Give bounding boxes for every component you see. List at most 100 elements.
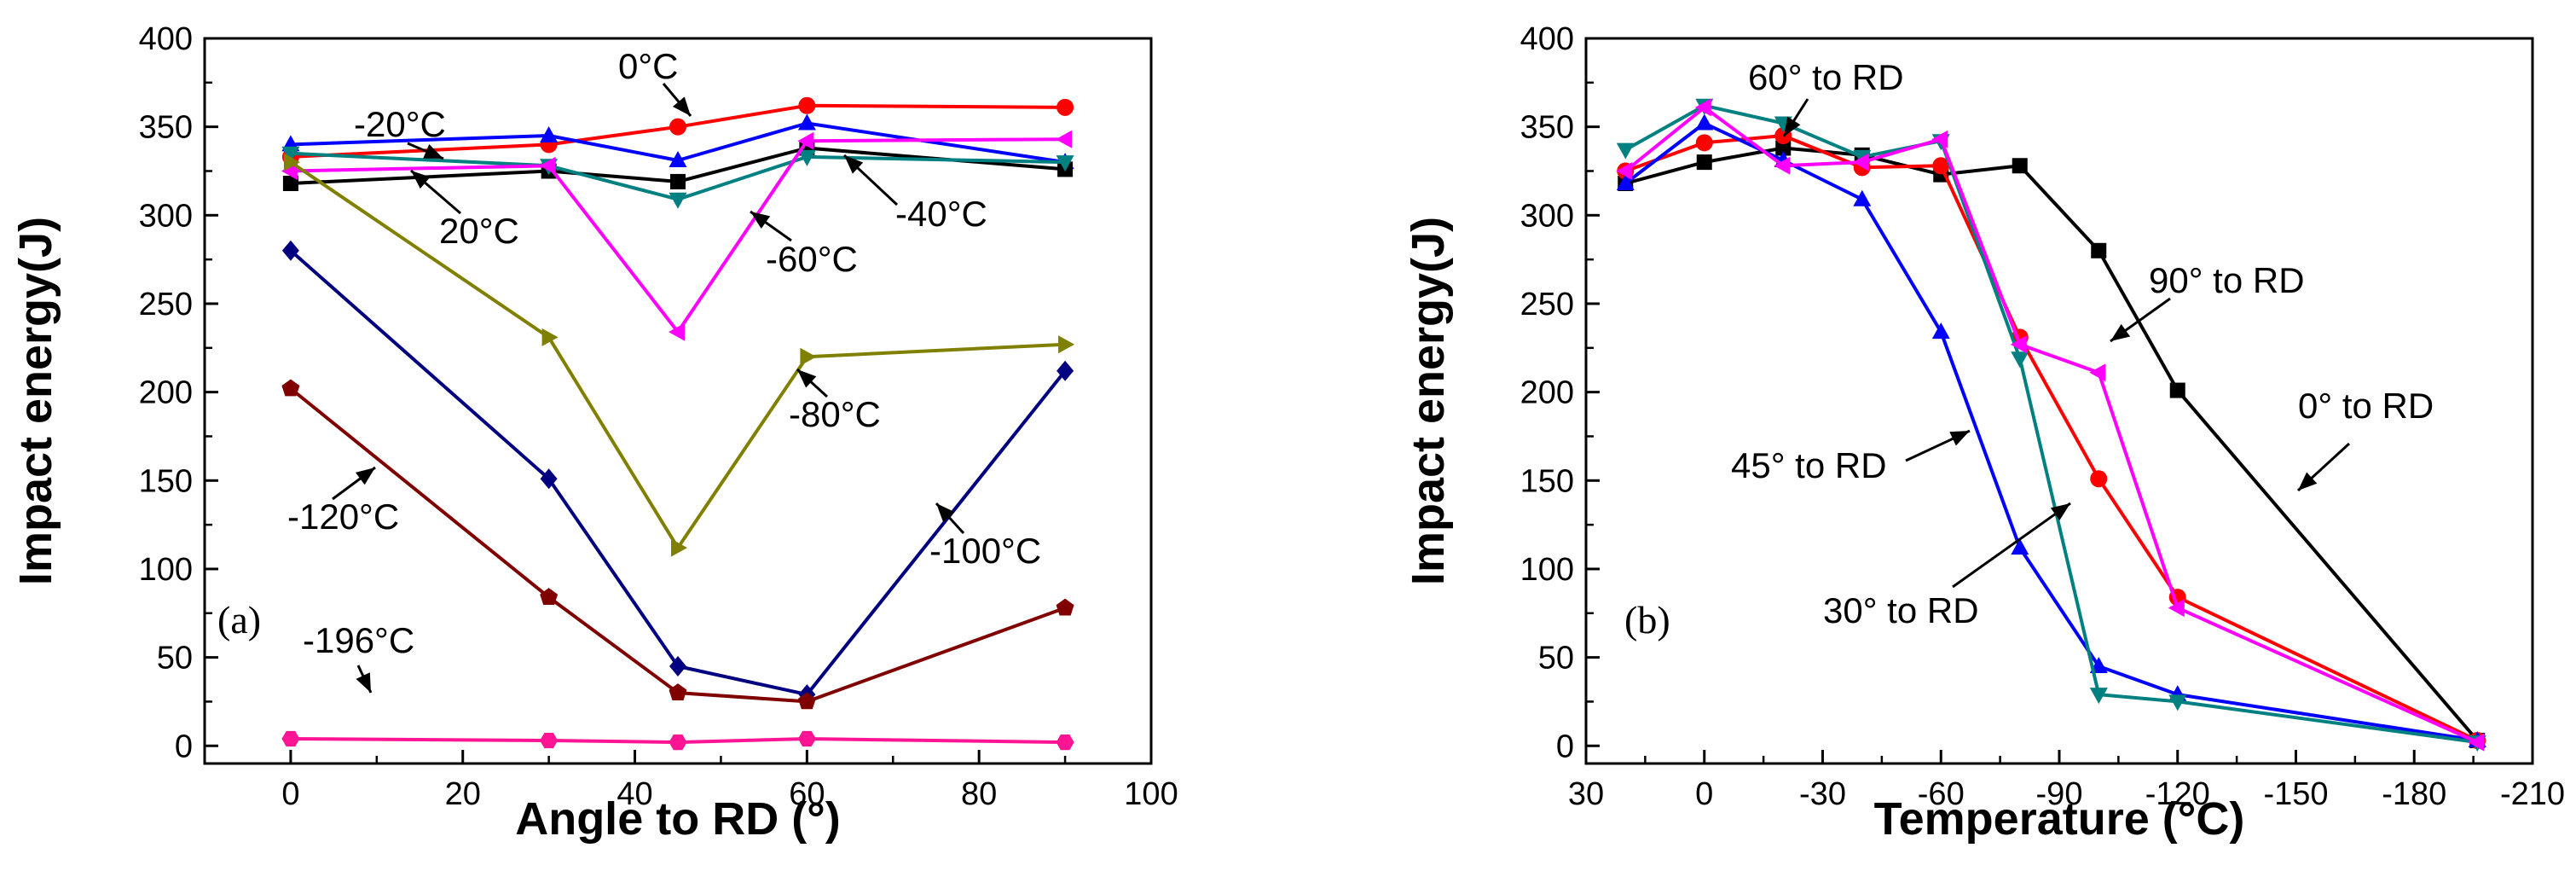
data-point [1774,156,1791,175]
series-line [290,137,1066,334]
arrow-head [411,171,431,189]
data-point [669,192,687,209]
y-tick-label: 100 [139,552,193,588]
data-point [540,126,559,142]
data-point [2169,382,2185,398]
x-tick-label: 30 [1568,776,1604,812]
panel-b: 30 0 -30 -60 -90 -120 -150 -180 -210050100150200… [1403,21,2565,845]
x-tick-label: -210 [2500,776,2565,812]
data-point [281,162,298,180]
data-point [283,153,300,171]
data-point [1775,140,1792,156]
x-tick-label: -30 [1799,776,1846,812]
data-point [540,733,559,749]
annotation-45-to-rd: 45° to RD [1731,445,1887,485]
data-point [540,468,558,490]
arrow-90-to-rd [2110,297,2171,343]
panel-b-series [1616,98,2486,752]
data-point [797,730,816,747]
data-point [2468,733,2485,752]
annotation-30-to-rd: 30° to RD [1823,590,1979,630]
series-minus20c [281,113,1074,170]
annotation-20: 20°C [439,211,519,251]
arrow-minus196 [356,665,373,694]
data-point [669,118,686,136]
arrow-minus60 [750,210,792,242]
data-point [2168,694,2187,711]
y-tick-label: 0 [175,729,193,764]
arrow-shaft [1952,502,2071,589]
data-point [669,683,687,700]
y-tick-label: 300 [139,198,193,234]
data-point [2090,470,2108,488]
data-point [2011,351,2029,369]
annotation-minus40: -40°C [895,194,987,234]
x-tick-label: 60 [789,776,825,812]
arrow-head [750,212,771,229]
arrow-0 [662,83,692,117]
x-tick-label: 100 [1124,776,1178,812]
arrow-head [936,503,955,523]
arrow-head [672,96,691,116]
y-tick-label: 300 [1520,198,1574,234]
panel-a: 0 20 40 60 80 100 0 50 100 150 200 250 300 350 400 -20… [10,21,1178,845]
series-90-to-rd [1616,98,2485,752]
arrow-head [1784,116,1801,136]
series-minus196c [281,730,1074,751]
data-point [2089,688,2108,705]
panel-a-ylabel: Impact energy(J) [10,217,61,585]
data-point [797,131,814,150]
y-tick-label: 350 [1520,110,1574,146]
data-point [281,379,300,397]
data-point [1695,113,1714,131]
arrow-minus100 [935,502,965,535]
data-point [671,538,687,557]
series-0-to-rd [1618,140,2486,749]
data-point [1696,154,1712,171]
y-tick-label: 400 [139,21,193,57]
data-point [1058,335,1075,354]
series-minus120c [281,379,1074,710]
panel-a-series [281,96,1075,751]
data-point [1616,142,1635,160]
x-tick-label: 0 [1695,776,1713,812]
y-tick-label: 0 [1556,729,1574,764]
data-point [1853,189,1872,206]
y-tick-label: 200 [139,375,193,411]
annotation-minus60: -60°C [766,239,858,279]
data-point [669,656,686,676]
data-point [1056,155,1074,172]
y-tick-label: 50 [1538,641,1574,676]
arrow-head [2050,503,2070,521]
series-minus60c [281,130,1073,341]
data-point [281,730,300,747]
panel-a-xlabel: Angle to RD (°) [515,793,841,845]
y-tick-label: 200 [1520,375,1574,411]
data-point [1056,130,1073,148]
panel-a-frame [203,37,1153,765]
y-tick-label: 100 [1520,552,1574,588]
arrow-45-to-rd [1905,429,1971,462]
series-line [1624,121,2478,742]
data-point [669,735,687,751]
annotation-0: 0°C [618,46,679,86]
data-point [669,322,685,341]
data-point [2010,335,2027,354]
series-line [1624,134,2479,742]
panel-a-label: (a) [217,598,261,642]
arrow-head [1949,431,1970,446]
data-point [800,347,817,366]
data-point [540,588,559,605]
series-45-to-rd [1616,113,2486,747]
x-tick-label: -60 [1918,776,1965,812]
data-point [539,156,556,175]
x-tick-label: 80 [961,776,997,812]
x-tick-label: 20 [445,776,481,812]
data-point [797,149,816,166]
x-tick-label: -120 [2145,776,2210,812]
panel-b-arrows [1782,98,2351,589]
data-point [2091,242,2107,258]
annotation-minus20: -20°C [354,104,446,144]
arrow-head [355,467,375,485]
